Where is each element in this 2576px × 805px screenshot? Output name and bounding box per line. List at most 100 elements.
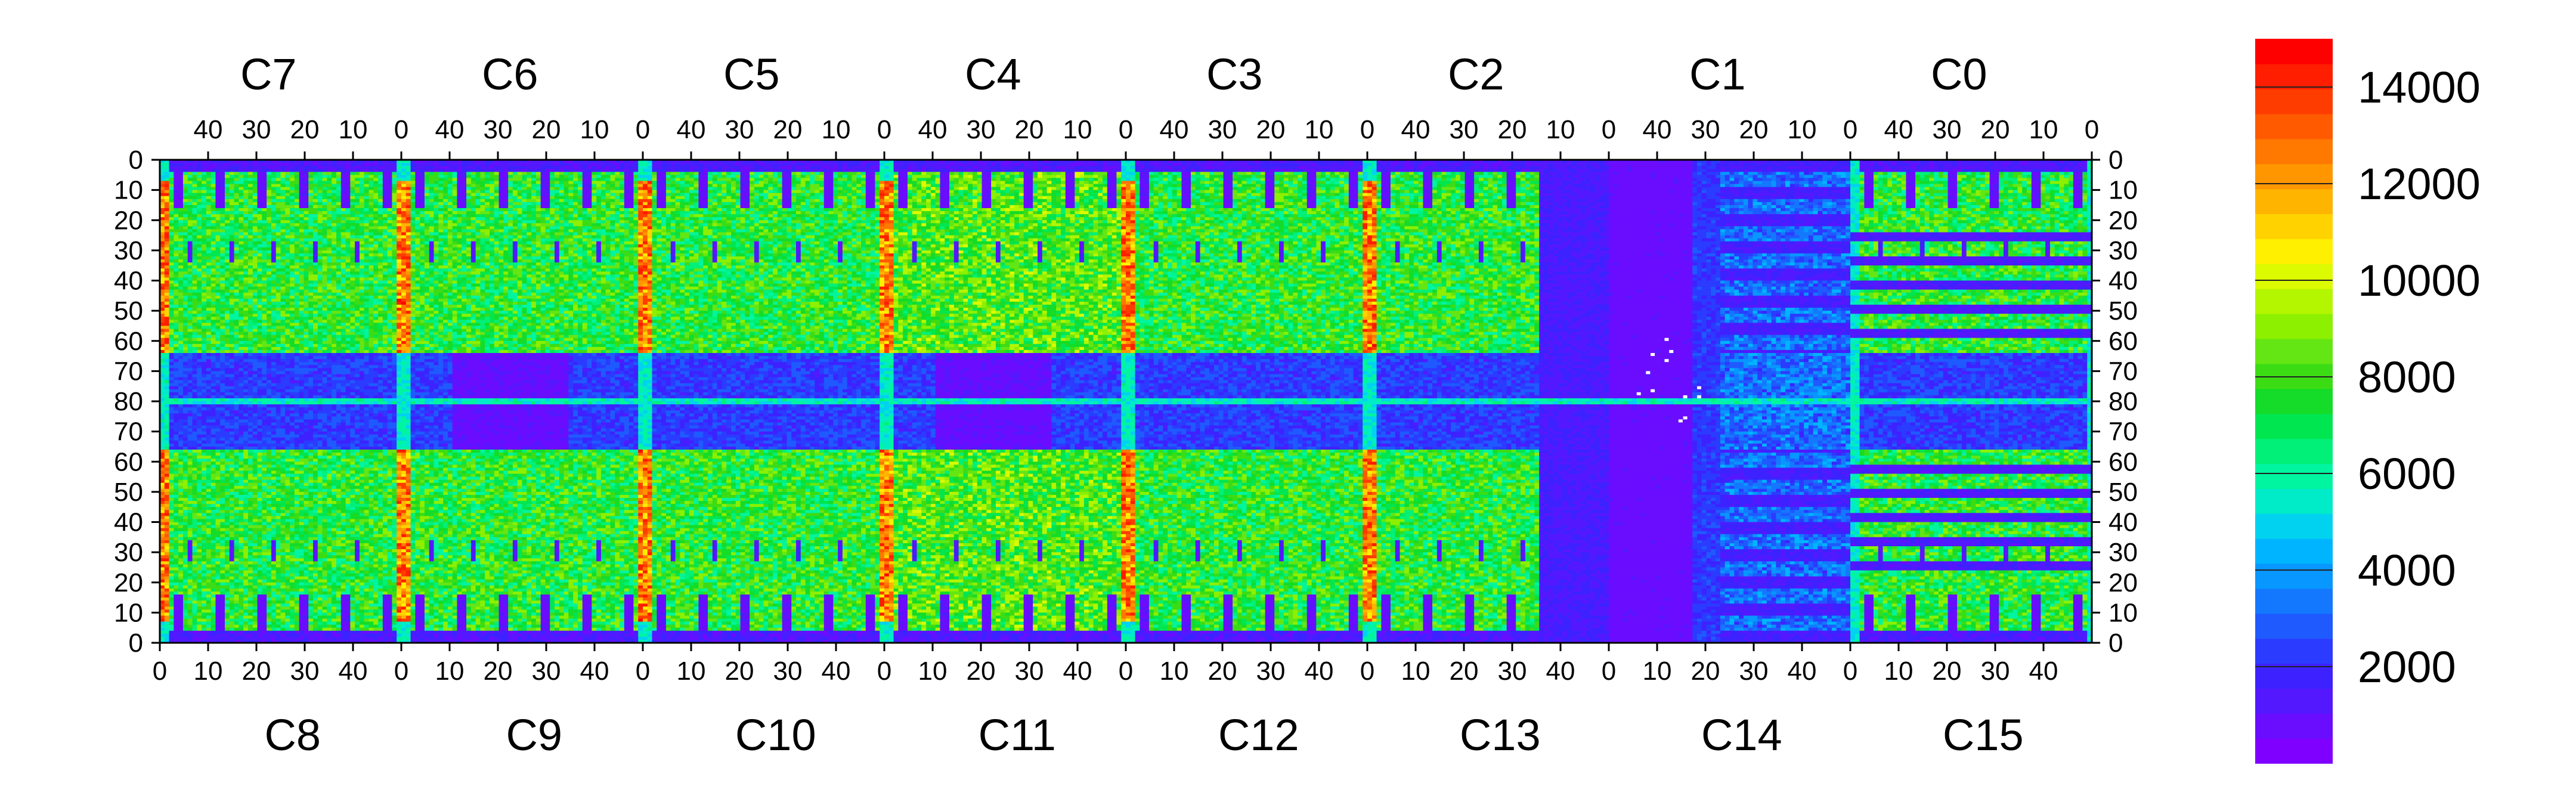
heatmap-cell bbox=[169, 453, 174, 456]
heatmap-cell bbox=[215, 537, 220, 541]
heatmap-cell bbox=[165, 371, 169, 374]
heatmap-cell bbox=[206, 302, 211, 305]
heatmap-cell bbox=[202, 615, 206, 619]
heatmap-cell bbox=[188, 380, 193, 384]
heatmap-cell bbox=[169, 522, 174, 526]
heatmap-cell bbox=[188, 229, 193, 233]
heatmap-cell bbox=[193, 435, 197, 438]
heatmap-cell bbox=[211, 444, 216, 447]
heatmap-cell bbox=[169, 236, 174, 239]
heatmap-cell bbox=[225, 196, 230, 200]
heatmap-cell bbox=[211, 615, 216, 619]
heatmap-cell bbox=[220, 561, 225, 565]
heatmap-cell bbox=[178, 305, 183, 308]
heatmap-cell bbox=[215, 480, 220, 484]
heatmap-cell bbox=[211, 223, 216, 227]
heatmap-cell bbox=[197, 163, 202, 166]
heatmap-cell bbox=[183, 341, 188, 345]
heatmap-cell bbox=[193, 335, 197, 339]
heatmap-cell bbox=[188, 193, 193, 197]
heatmap-cell bbox=[206, 413, 211, 417]
heatmap-cell bbox=[225, 537, 230, 541]
heatmap-cell bbox=[169, 615, 174, 619]
heatmap-cell bbox=[193, 299, 197, 302]
heatmap-cell bbox=[174, 507, 178, 510]
heatmap-cell bbox=[206, 622, 211, 626]
heatmap-cell bbox=[174, 314, 178, 317]
heatmap-cell bbox=[193, 450, 197, 453]
heatmap-cell bbox=[215, 314, 220, 317]
heatmap-cell bbox=[178, 410, 183, 414]
heatmap-cell bbox=[197, 262, 202, 266]
heatmap-cell bbox=[183, 489, 188, 493]
heatmap-cell bbox=[215, 350, 220, 354]
heatmap-cell bbox=[165, 398, 169, 402]
heatmap-cell bbox=[169, 465, 174, 468]
heatmap-cell bbox=[178, 631, 183, 634]
heatmap-cell bbox=[193, 480, 197, 484]
heatmap-cell bbox=[220, 329, 225, 333]
heatmap-cell bbox=[174, 277, 178, 281]
heatmap-cell bbox=[206, 619, 211, 623]
heatmap-cell bbox=[188, 492, 193, 496]
heatmap-cell bbox=[215, 600, 220, 604]
heatmap-cell bbox=[174, 362, 178, 366]
heatmap-cell bbox=[193, 271, 197, 275]
heatmap-cell bbox=[202, 474, 206, 478]
heatmap-cell bbox=[215, 239, 220, 242]
heatmap-cell bbox=[225, 274, 230, 278]
heatmap-cell bbox=[169, 470, 174, 474]
heatmap-cell bbox=[197, 332, 202, 336]
heatmap-cell bbox=[225, 365, 230, 369]
heatmap-cell bbox=[169, 571, 174, 574]
heatmap-cell bbox=[197, 531, 202, 535]
heatmap-cell bbox=[183, 386, 188, 390]
heatmap-cell bbox=[174, 586, 178, 589]
heatmap-cell bbox=[169, 284, 174, 287]
heatmap-cell bbox=[178, 492, 183, 496]
heatmap-cell bbox=[183, 332, 188, 336]
heatmap-cell bbox=[165, 308, 169, 311]
heatmap-cell bbox=[206, 477, 211, 481]
heatmap-cell bbox=[225, 290, 230, 293]
heatmap-cell bbox=[188, 277, 193, 281]
heatmap-cell bbox=[188, 242, 193, 245]
heatmap-cell bbox=[165, 543, 169, 547]
heatmap-cell bbox=[193, 600, 197, 604]
heatmap-cell bbox=[206, 329, 211, 333]
heatmap-cell bbox=[220, 377, 225, 381]
heatmap-cell bbox=[206, 625, 211, 628]
heatmap-cell bbox=[165, 612, 169, 616]
heatmap-cell bbox=[206, 244, 211, 248]
heatmap-cell bbox=[215, 470, 220, 474]
heatmap-cell bbox=[225, 323, 230, 326]
heatmap-cell bbox=[225, 583, 230, 586]
heatmap-cell bbox=[188, 284, 193, 287]
heatmap-cell bbox=[197, 389, 202, 393]
heatmap-cell bbox=[197, 223, 202, 227]
heatmap-cell bbox=[206, 528, 211, 532]
heatmap-cell bbox=[220, 253, 225, 257]
heatmap-cell bbox=[197, 326, 202, 329]
heatmap-cell bbox=[169, 459, 174, 462]
heatmap-cell bbox=[215, 247, 220, 251]
heatmap-cell bbox=[193, 495, 197, 499]
heatmap-cell bbox=[178, 419, 183, 423]
heatmap-cell bbox=[165, 314, 169, 317]
heatmap-cell bbox=[188, 320, 193, 323]
heatmap-cell bbox=[174, 474, 178, 478]
heatmap-cell bbox=[193, 580, 197, 583]
heatmap-cell bbox=[193, 320, 197, 323]
heatmap-cell bbox=[211, 480, 216, 484]
heatmap-cell bbox=[178, 326, 183, 329]
heatmap-cell bbox=[193, 631, 197, 634]
heatmap-cell bbox=[225, 498, 230, 501]
heatmap-cell bbox=[183, 492, 188, 496]
heatmap-cell bbox=[197, 549, 202, 553]
heatmap-cell bbox=[193, 217, 197, 221]
heatmap-cell bbox=[188, 435, 193, 438]
heatmap-cell bbox=[225, 265, 230, 269]
heatmap-cell bbox=[197, 609, 202, 613]
heatmap-cell bbox=[183, 353, 188, 357]
heatmap-cell bbox=[188, 250, 193, 254]
